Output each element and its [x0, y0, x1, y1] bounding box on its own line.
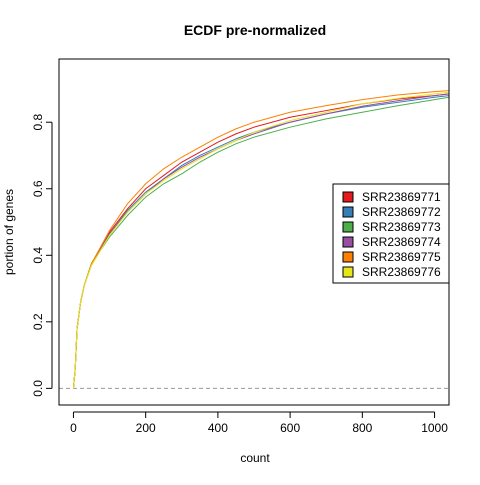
legend-label: SRR23869771 [362, 190, 441, 204]
y-axis-label: portion of genes [2, 189, 16, 275]
legend-swatch [342, 191, 354, 203]
series-line-srr23869776 [72, 91, 450, 389]
legend-label: SRR23869774 [362, 235, 441, 249]
legend-label: SRR23869773 [362, 220, 441, 234]
x-tick-label: 800 [352, 421, 372, 435]
legend-swatch [342, 236, 354, 248]
x-tick-label: 400 [208, 421, 228, 435]
legend-label: SRR23869776 [362, 265, 441, 279]
legend-swatch [342, 266, 354, 278]
y-tick-label: 0.2 [31, 313, 45, 330]
series-layer [72, 90, 450, 389]
y-tick-label: 0.4 [31, 247, 45, 264]
x-tick-label: 0 [70, 421, 77, 435]
legend-label: SRR23869772 [362, 205, 441, 219]
x-tick-label: 1000 [421, 421, 448, 435]
x-tick-label: 200 [136, 421, 156, 435]
axes-layer: 0 200 400 600 800 1000 0.0 0.2 0.4 0.6 0.8 [31, 114, 448, 435]
legend-swatch [342, 206, 354, 218]
legend-swatch [342, 221, 354, 233]
y-tick-label: 0.0 [31, 380, 45, 397]
chart-title: ECDF pre-normalized [184, 22, 326, 38]
legend-swatch [342, 251, 354, 263]
y-tick-label: 0.8 [31, 114, 45, 131]
x-axis-label: count [240, 451, 270, 465]
legend: SRR23869771SRR23869772SRR23869773SRR2386… [332, 183, 450, 284]
y-tick-label: 0.6 [31, 180, 45, 197]
x-tick-label: 600 [280, 421, 300, 435]
legend-label: SRR23869775 [362, 250, 441, 264]
